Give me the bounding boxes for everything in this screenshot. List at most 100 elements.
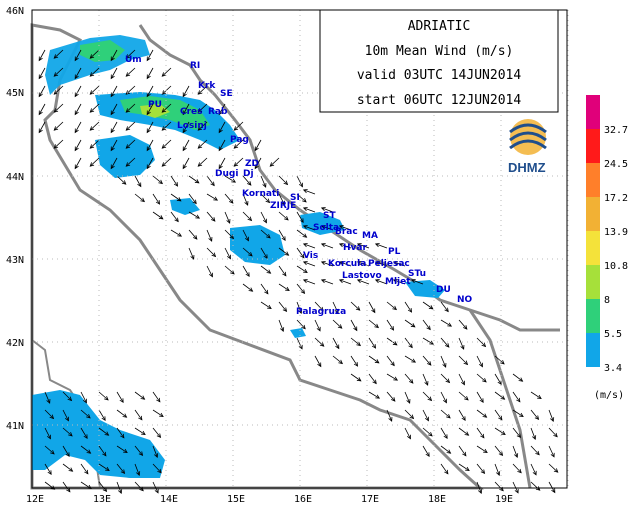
wind-arrow [440,409,451,419]
wind-arrow [134,175,142,187]
wind-arrow [530,463,537,476]
wind-arrow-head [335,344,340,350]
wind-arrow [368,337,376,349]
wind-arrow-head [392,261,398,266]
wind-arrow [278,319,284,332]
wind-arrow-head [446,414,451,419]
wind-arrow-head [110,74,115,80]
place-label: Dugi [215,169,238,179]
wind-arrow [62,427,73,437]
wind-arrow [375,261,388,267]
wind-arrow [38,121,46,133]
wind-arrow [404,427,411,439]
wind-arrow [134,445,143,456]
wind-arrow-head [500,395,506,400]
wind-arrow [548,427,558,438]
wind-arrow [206,193,218,201]
wind-arrow [242,247,253,257]
wind-arrow-head [320,243,326,248]
wind-arrow-head [319,306,324,312]
wind-arrow-head [67,396,73,402]
wind-arrow-head [410,279,416,284]
wind-arrow [98,409,106,421]
wind-arrow-head [374,243,380,248]
wind-arrow-head [320,261,326,266]
place-label: Solta [313,223,339,233]
wind-arrow-head [442,398,447,404]
wind-arrow [494,373,502,385]
wind-arrow [314,337,325,347]
wind-arrow-head [53,108,59,113]
wind-arrow [422,445,430,457]
place-label: Peljesac [368,259,410,269]
wind-arrow-head [498,415,503,421]
wind-arrow-head [338,225,344,230]
wind-arrow [278,283,290,291]
wind-arrow-head [38,110,43,116]
wind-arrow-head [479,398,484,404]
wind-arrow [530,427,536,440]
wind-arrow-head [193,235,198,240]
wind-arrow-head [483,448,488,454]
wind-arrow [38,67,46,79]
wind-arrow [38,49,46,61]
wind-arrow-head [302,243,308,248]
wind-arrow [476,337,486,347]
wind-arrow [134,481,144,492]
wind-arrow [98,427,109,436]
wind-arrow [260,265,271,274]
wind-arrow-head [233,126,239,131]
wind-arrow [170,193,182,202]
wind-arrow-head [119,398,124,404]
wind-arrow-head [514,453,519,459]
wind-arrow [170,175,178,187]
wind-arrow [314,355,322,367]
wind-arrow [218,139,226,151]
wind-arrow [458,463,470,471]
wind-arrow-head [516,397,521,403]
wind-arrow-head [38,92,43,98]
wind-arrow-head [264,289,269,295]
wind-arrow-head [337,324,343,329]
wind-arrow [110,49,118,61]
wind-arrow-head [409,379,414,384]
wind-arrow [476,445,488,453]
wind-arrow [80,481,92,489]
wind-arrow-head [53,126,59,131]
wind-arrow [224,211,231,224]
wind-arrow-head [462,451,467,457]
wind-arrow [110,67,118,79]
wind-arrow-head [182,128,187,134]
wind-arrow [476,391,484,403]
wind-arrow [44,463,52,475]
wind-arrow-head [125,72,131,77]
wind-arrow-head [74,56,79,62]
wind-arrow-head [74,74,79,80]
wind-arrow-head [302,261,308,266]
wind-arrow [74,157,82,169]
place-label: SE [220,89,233,99]
legend-swatch [586,163,600,197]
wind-arrow-head [320,225,326,230]
wind-arrow-head [161,90,167,95]
wind-arrow [152,193,160,205]
wind-arrow [224,193,234,204]
wind-arrow [494,355,505,365]
wind-arrow-head [82,398,87,404]
wind-arrow [357,279,370,285]
wind-arrow-head [244,236,249,242]
wind-arrow [89,85,100,95]
wind-arrow-head [230,270,235,275]
wind-arrow [53,85,64,95]
wind-arrow-head [74,164,79,170]
wind-arrow-head [447,322,453,327]
wind-arrow-head [53,90,59,95]
wind-arrow-head [424,381,429,386]
wind-arrow-head [146,56,151,62]
wind-arrow [152,427,161,438]
wind-arrow-head [68,432,73,437]
shade-southwest [32,390,165,478]
wind-arrow [339,279,352,285]
wind-arrow-head [338,261,344,266]
wind-arrow-head [338,359,344,365]
